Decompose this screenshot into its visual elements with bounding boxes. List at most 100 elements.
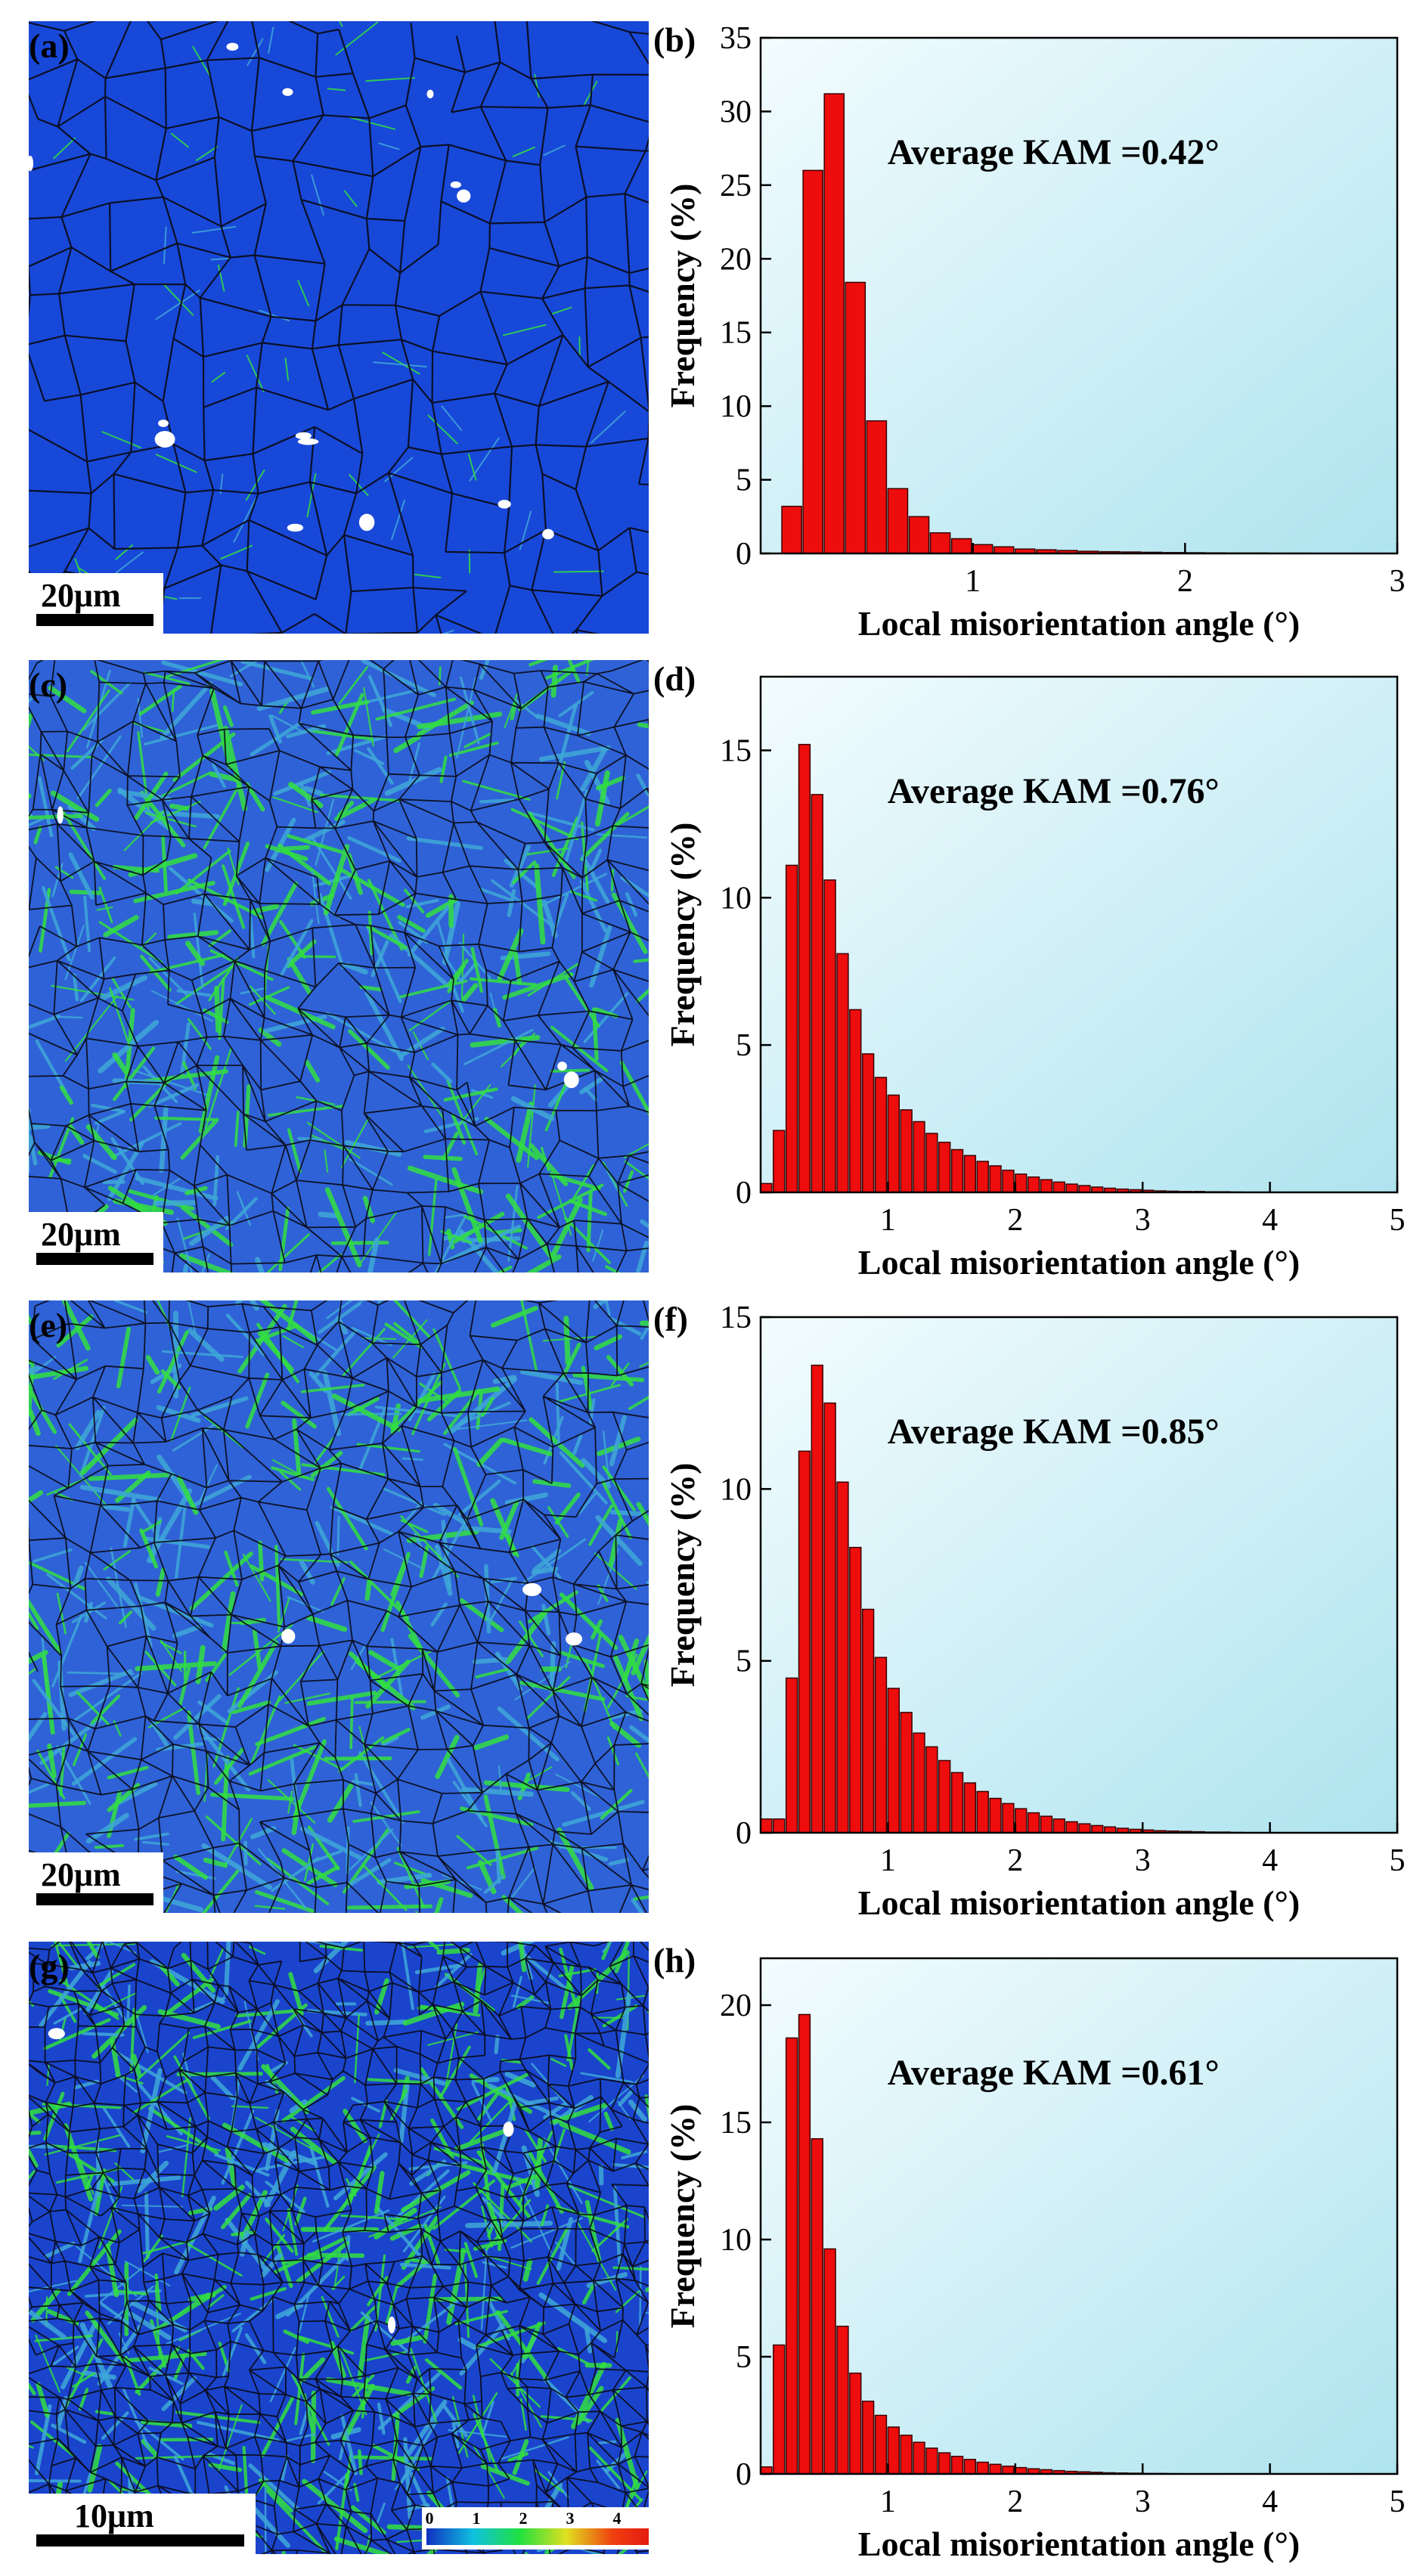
y-tick-label: 5 <box>736 463 752 498</box>
histogram-bar <box>849 1009 862 1193</box>
x-tick-label: 3 <box>1135 2485 1151 2519</box>
scale-bar-line <box>36 1893 153 1905</box>
histogram-h: 0 5 10 15 20 1 2 3 4 5 Local misorientation angle … <box>649 1936 1426 2571</box>
histogram-bar <box>1091 1824 1104 1834</box>
histogram-bar <box>1040 1179 1053 1193</box>
histogram-bar <box>773 2344 786 2475</box>
x-tick-label: 5 <box>1390 2485 1406 2519</box>
histogram-bar <box>950 2456 964 2475</box>
histogram-bar <box>861 2401 875 2475</box>
y-tick-label: 5 <box>736 1028 752 1063</box>
histogram-bar <box>785 2037 798 2475</box>
x-tick-label: 5 <box>1390 1203 1406 1238</box>
histogram-bar <box>802 169 823 554</box>
histogram-bar <box>913 1732 925 1834</box>
histogram-bar <box>836 1481 849 1834</box>
histogram-bar <box>976 2461 989 2475</box>
histogram-bar <box>1078 1185 1091 1193</box>
x-tick-label: 5 <box>1390 1843 1406 1878</box>
panel-label-d: (d) <box>653 659 696 698</box>
x-tick-label: 1 <box>880 1203 896 1238</box>
figure-row-2: 20μm (c) 0 5 10 15 1 2 3 4 5 Local misorientation… <box>0 654 1426 1289</box>
y-tick-label: 0 <box>736 537 752 572</box>
histogram-bar <box>963 1155 977 1193</box>
x-axis-label: Local misorientation angle (°) <box>858 1883 1300 1922</box>
histogram-bar <box>925 1133 938 1193</box>
x-tick-label: 1 <box>880 2485 896 2519</box>
histogram-bar <box>989 1165 1002 1193</box>
y-tick-label: 15 <box>720 1300 752 1335</box>
y-tick-label: 10 <box>720 2223 752 2258</box>
histogram-bar <box>836 953 849 1193</box>
kam-map-image <box>29 1942 649 2554</box>
histogram-bar <box>887 488 909 554</box>
x-tick-label: 3 <box>1135 1203 1151 1238</box>
histogram-bar <box>900 2435 913 2475</box>
plot-frame <box>759 36 1399 555</box>
histogram-f: 0 5 10 15 1 2 3 4 5 Local misorientation angle (°… <box>649 1294 1426 1930</box>
y-tick-label: 0 <box>736 2457 752 2492</box>
average-kam-annotation: Average KAM =0.42° <box>888 132 1220 172</box>
colorbar-tick-label: 4 <box>613 2509 622 2528</box>
scale-bar-line <box>36 2534 244 2547</box>
histogram-bar <box>874 1657 888 1834</box>
y-tick-label: 30 <box>720 95 752 129</box>
scale-bar-label: 20μm <box>41 1216 121 1253</box>
histogram-bar <box>845 281 866 554</box>
histogram-b: 0 5 10 15 20 25 30 35 1 2 3 Local misorientation an… <box>649 15 1426 650</box>
scale-bar-label: 10μm <box>74 2497 154 2534</box>
panel-label-e: (e) <box>29 1306 68 1344</box>
histogram-bar <box>823 879 836 1193</box>
panel-label-h: (h) <box>653 1941 696 1979</box>
y-tick-label: 15 <box>720 733 752 768</box>
kam-map-image <box>29 1300 649 1913</box>
scale-bar-label: 20μm <box>41 577 121 614</box>
plot-frame <box>759 1957 1399 2475</box>
histogram-bar <box>900 1712 913 1834</box>
y-tick-label: 10 <box>720 389 752 424</box>
kam-colorbar: 0 1 2 3 4 <box>422 2507 649 2550</box>
histogram-bar <box>976 1161 989 1193</box>
histogram-d: 0 5 10 15 1 2 3 4 5 Local misorientation angle (°… <box>649 654 1426 1289</box>
x-tick-label: 1 <box>880 1843 896 1878</box>
histogram-bar <box>798 2013 811 2475</box>
histogram-bar <box>1027 1812 1040 1834</box>
y-tick-label: 15 <box>720 2106 752 2140</box>
y-tick-label: 20 <box>720 242 752 277</box>
histogram-bar <box>938 1142 951 1193</box>
histogram-bar <box>993 546 1015 554</box>
kam-map-a: 20μm <box>29 21 649 634</box>
histogram-bar <box>938 2452 951 2475</box>
y-tick-label: 35 <box>720 21 752 56</box>
histogram-bar <box>887 2426 900 2475</box>
y-tick-label: 5 <box>736 1644 752 1679</box>
histogram-bar <box>823 1402 836 1834</box>
histogram-bar <box>836 2325 849 2475</box>
y-tick-label: 15 <box>720 316 752 351</box>
x-tick-label: 2 <box>1177 564 1193 599</box>
colorbar-svg: 0 1 2 3 4 <box>426 2509 649 2545</box>
histogram-bar <box>1027 1176 1040 1193</box>
plot-frame <box>759 675 1399 1194</box>
average-kam-annotation: Average KAM =0.85° <box>888 1412 1220 1452</box>
histogram-bar <box>1065 1183 1078 1193</box>
x-tick-label: 4 <box>1262 1843 1278 1878</box>
histogram-bar <box>950 538 972 554</box>
scale-bar: 20μm <box>29 1852 163 1913</box>
histogram-bar <box>900 1109 913 1193</box>
y-tick-label: 0 <box>736 1816 752 1851</box>
histogram-bar <box>929 532 951 554</box>
panel-label-g: (g) <box>29 1947 70 1985</box>
histogram-bar <box>760 1183 773 1193</box>
histogram-bar <box>1015 2466 1028 2475</box>
histogram-bar <box>849 1546 862 1834</box>
histogram-bar <box>976 1790 989 1834</box>
histogram-bar <box>1002 1803 1015 1834</box>
colorbar-tick-label: 1 <box>473 2509 481 2528</box>
histogram-bar <box>874 2414 888 2475</box>
histogram-bar <box>1052 1181 1065 1193</box>
y-axis-label: Frequency (%) <box>663 2104 702 2329</box>
x-axis-label: Local misorientation angle (°) <box>858 604 1300 643</box>
x-tick-label: 2 <box>1007 2485 1023 2519</box>
histogram-bar <box>861 1608 875 1834</box>
